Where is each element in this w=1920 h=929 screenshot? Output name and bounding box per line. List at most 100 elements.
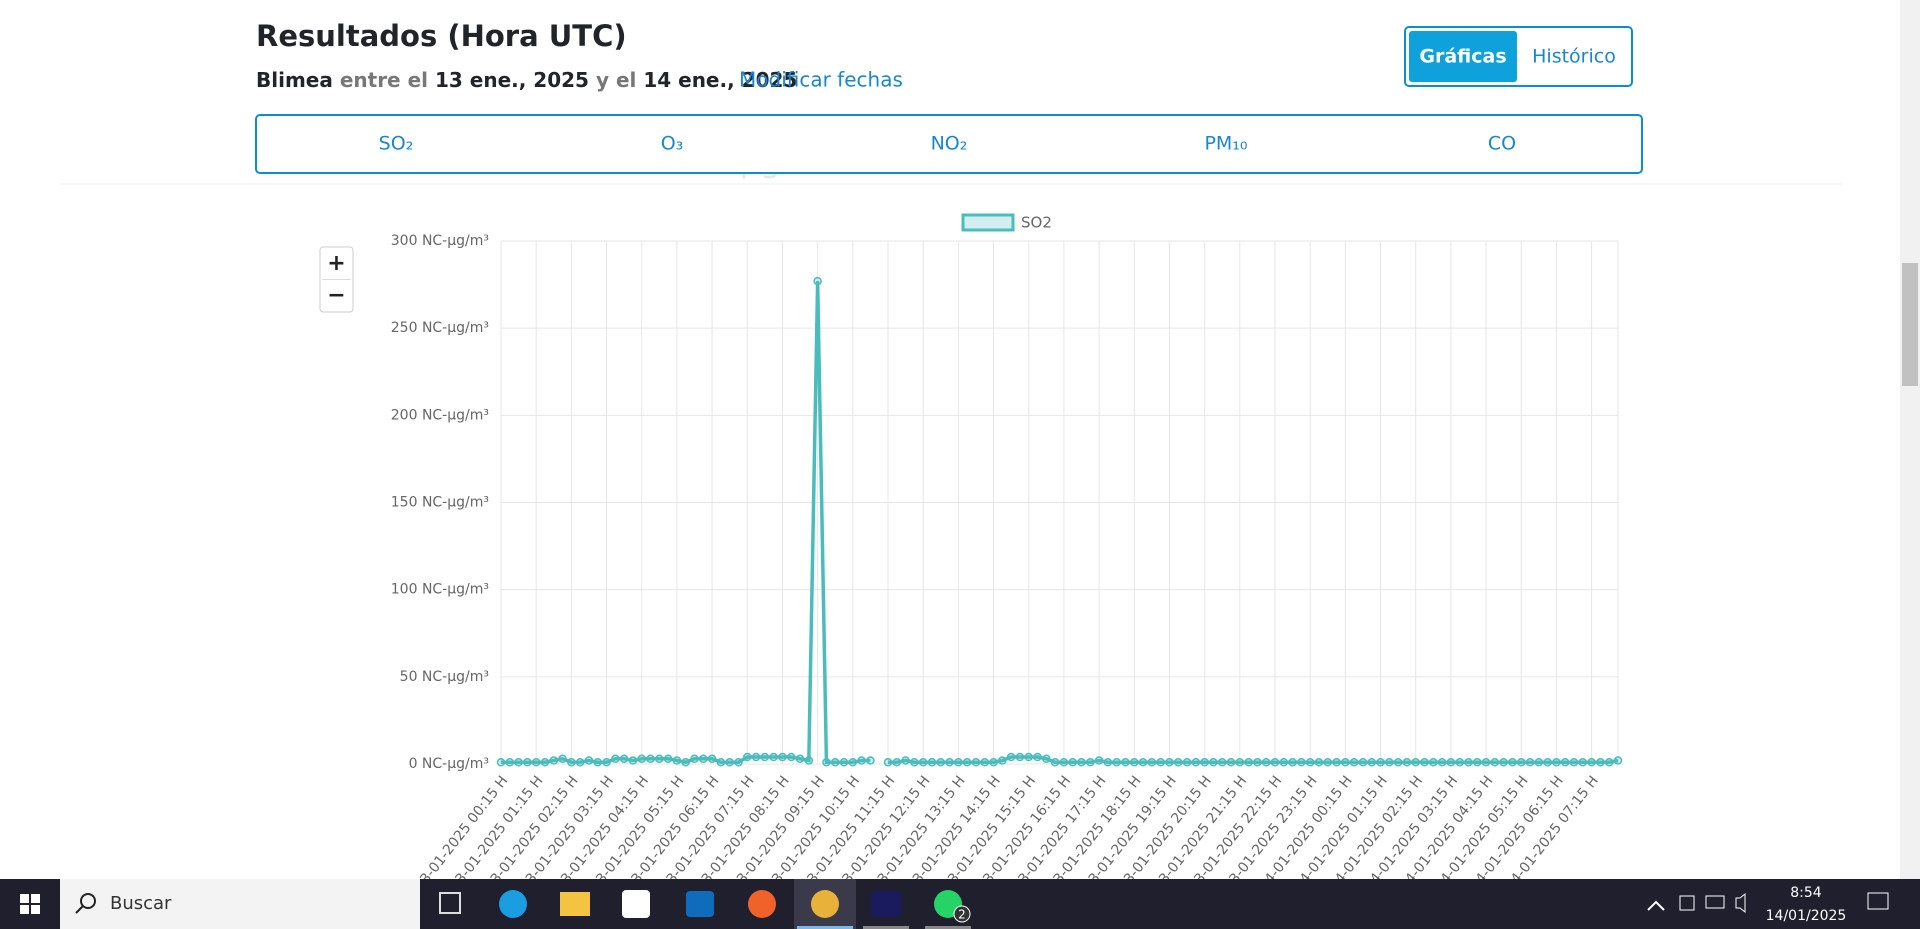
data-point	[1596, 758, 1605, 767]
data-point	[1446, 758, 1456, 767]
data-point	[611, 754, 620, 764]
data-point	[1297, 758, 1306, 767]
zoom-in[interactable]: +	[327, 251, 345, 276]
data-point	[523, 758, 532, 767]
start-button[interactable]	[20, 894, 40, 914]
scrollbar	[1900, 0, 1920, 879]
data-point	[1464, 758, 1473, 767]
data-point	[1534, 758, 1544, 767]
graphs-label[interactable]: Gráficas	[1419, 46, 1506, 68]
data-point	[989, 758, 998, 767]
indicator	[863, 926, 909, 929]
data-point	[1130, 758, 1139, 767]
data-point	[892, 758, 902, 767]
data-point	[1121, 758, 1130, 767]
data-point	[725, 758, 734, 767]
data-point	[1288, 758, 1297, 767]
clock-time[interactable]: 8:54	[1790, 885, 1822, 901]
legend-label: SO2	[1021, 214, 1052, 232]
data-point	[786, 752, 796, 762]
data-point	[1068, 758, 1077, 767]
data-point	[918, 758, 928, 767]
data-point	[830, 758, 840, 767]
badge-count: 2	[958, 908, 966, 922]
data-point	[1024, 752, 1033, 762]
data-point	[505, 758, 515, 767]
pollutant-tab[interactable]: SO₂	[379, 133, 414, 155]
chrome-icon[interactable]	[811, 890, 839, 918]
outlook-icon[interactable]	[686, 891, 714, 917]
data-point	[1569, 758, 1579, 767]
firefox-icon[interactable]	[748, 890, 776, 918]
pollutant-tab[interactable]: NO₂	[931, 133, 968, 155]
data-point	[1200, 758, 1209, 767]
clock-date[interactable]: 14/01/2025	[1766, 908, 1847, 924]
data-point	[1587, 758, 1596, 767]
data-point	[1191, 758, 1201, 767]
data-point	[1455, 758, 1464, 767]
data-point	[1402, 758, 1412, 767]
data-point	[848, 758, 858, 767]
pollutant-tab[interactable]: PM₁₀	[1204, 133, 1247, 155]
data-point	[1261, 758, 1271, 767]
edge-icon[interactable]	[499, 890, 527, 918]
store-icon[interactable]	[622, 890, 650, 918]
data-point	[1138, 758, 1148, 767]
tray-chevron[interactable]	[1647, 900, 1665, 911]
pollutant-tab[interactable]: O₃	[661, 133, 684, 155]
data-point	[1235, 758, 1245, 767]
data-point	[1244, 758, 1253, 767]
data-point	[1437, 758, 1447, 767]
search-placeholder[interactable]: Buscar	[110, 893, 172, 914]
data-point	[1270, 758, 1280, 767]
indicator	[925, 926, 971, 929]
data-point	[681, 758, 690, 767]
data-point	[980, 758, 989, 767]
data-point	[584, 756, 594, 765]
data-point	[778, 752, 787, 762]
page-title: Resultados (Hora UTC)	[256, 19, 627, 53]
graphs-button[interactable]	[1409, 31, 1517, 82]
data-point	[1385, 758, 1394, 767]
data-point	[1217, 758, 1227, 767]
data-point	[1094, 756, 1104, 765]
data-point	[1420, 758, 1429, 767]
task-view[interactable]	[439, 892, 461, 914]
data-point	[743, 752, 752, 762]
network-icon[interactable]	[1705, 895, 1725, 909]
data-point	[663, 754, 673, 764]
data-point	[531, 758, 541, 767]
data-point	[804, 756, 814, 765]
modify-dates-link[interactable]: Modificar fechas	[739, 68, 903, 92]
data-point	[1393, 758, 1403, 767]
data-point	[734, 758, 743, 767]
data-point	[769, 752, 778, 762]
pollutant-tab[interactable]: CO	[1488, 133, 1516, 155]
data-point	[1226, 758, 1236, 767]
volume-icon[interactable]	[1735, 892, 1746, 914]
notifications[interactable]	[1867, 892, 1889, 910]
explorer-icon[interactable]	[560, 892, 590, 916]
data-point	[1059, 758, 1069, 767]
data-point	[514, 758, 523, 767]
data-point	[1543, 758, 1552, 767]
series-line	[501, 281, 871, 765]
data-point	[1613, 756, 1623, 765]
data-point	[1578, 758, 1588, 767]
history-button[interactable]: Histórico	[1532, 46, 1616, 68]
data-point	[1376, 758, 1385, 767]
data-point	[699, 754, 708, 764]
zoom-out[interactable]: −	[327, 283, 345, 308]
scrollbar-thumb[interactable]	[1902, 263, 1918, 386]
search-box[interactable]	[60, 879, 420, 929]
app-icon[interactable]	[871, 891, 901, 917]
data-point	[1358, 758, 1368, 767]
data-point	[1147, 758, 1157, 767]
data-point	[540, 758, 550, 767]
data-point	[1525, 758, 1535, 767]
data-point	[998, 756, 1007, 765]
data-point	[637, 754, 646, 764]
tray-icon[interactable]	[1679, 895, 1695, 911]
data-point	[593, 758, 602, 767]
